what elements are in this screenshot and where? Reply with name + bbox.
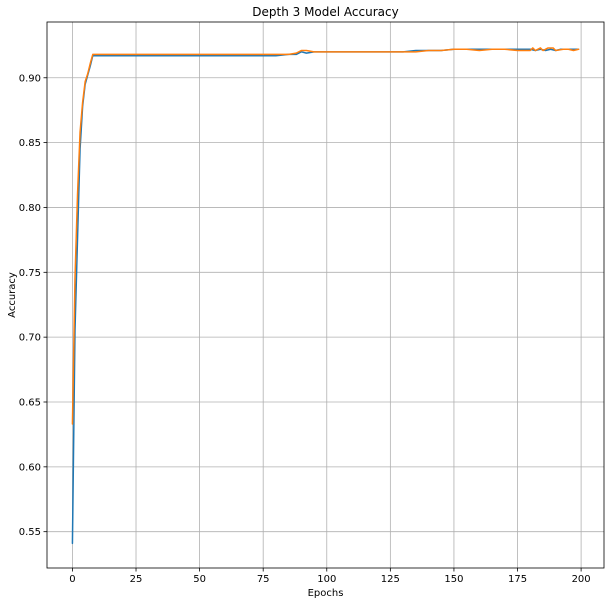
y-tick-label: 0.90 <box>19 73 41 84</box>
y-tick-label: 0.55 <box>19 527 41 538</box>
x-tick-label: 50 <box>193 574 206 585</box>
x-tick-label: 0 <box>69 574 75 585</box>
x-tick-label: 25 <box>130 574 143 585</box>
y-tick-label: 0.60 <box>19 462 41 473</box>
y-tick-label: 0.85 <box>19 138 41 149</box>
x-tick-label: 100 <box>317 574 336 585</box>
y-axis-label: Accuracy <box>7 272 18 318</box>
series-line-1 <box>71 48 580 545</box>
chart-title: Depth 3 Model Accuracy <box>252 5 398 19</box>
plot-area-frame <box>46 21 605 569</box>
axis-ticks: 0 25 50 75 100 125 150 175 200 0.55 0.60 0.65 0.70 0.… <box>19 73 591 585</box>
y-tick-label: 0.70 <box>19 333 41 344</box>
x-tick-label: 125 <box>381 574 400 585</box>
series-lines <box>71 47 580 545</box>
y-tick-label: 0.65 <box>19 397 41 408</box>
x-tick-label: 200 <box>572 574 591 585</box>
y-tick-label: 0.75 <box>19 268 41 279</box>
x-tick-label: 75 <box>257 574 270 585</box>
x-tick-label: 150 <box>444 574 463 585</box>
grid <box>47 22 604 568</box>
y-tick-label: 0.80 <box>19 203 41 214</box>
x-tick-label: 175 <box>508 574 527 585</box>
series-line-2 <box>71 47 580 425</box>
x-axis-label: Epochs <box>308 588 344 599</box>
